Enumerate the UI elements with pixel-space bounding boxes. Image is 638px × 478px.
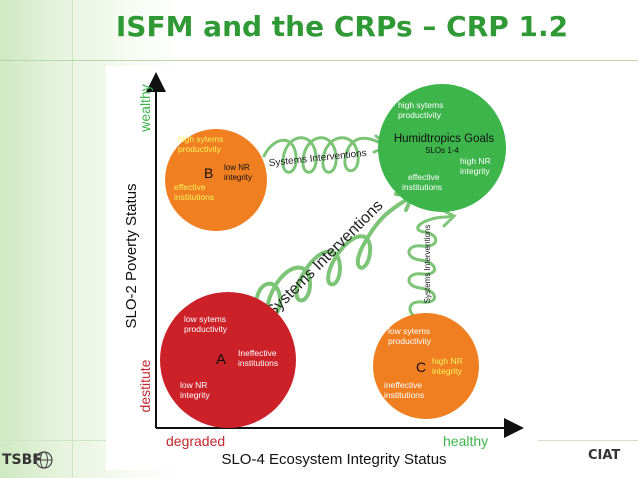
node-c-line6: institutions	[384, 390, 424, 400]
node-b-line5: effective	[174, 182, 206, 192]
y-axis-label: SLO-2 Poverty Status	[123, 183, 140, 328]
node-a-line1: low sytems	[184, 314, 226, 324]
x-axis-right-label: healthy	[443, 433, 488, 449]
node-a-letter: A	[216, 351, 226, 368]
node-c-letter: C	[416, 359, 426, 375]
node-a: low sytems productivity A Ineffective in…	[160, 292, 296, 428]
node-a-line4: institutions	[238, 358, 278, 368]
x-axis-label: SLO-4 Ecosystem Integrity Status	[221, 451, 446, 468]
goal-line6: institutions	[402, 182, 442, 192]
goal-line4: integrity	[460, 166, 491, 176]
node-a-line5: low NR	[180, 380, 207, 390]
goal-line5: effective	[408, 172, 440, 182]
node-b-letter: B	[204, 165, 213, 181]
node-c: low sytems productivity C high NR integr…	[373, 313, 479, 419]
goal-line3: high NR	[460, 156, 491, 166]
left-margin-rule	[72, 0, 73, 478]
top-arrow-label: Systems Interventions	[268, 148, 367, 169]
spiral-arrow-vertical	[407, 208, 457, 322]
node-a-line2: productivity	[184, 324, 228, 334]
goal-line1: high sytems	[398, 100, 443, 110]
node-b: high sytems productivity B low NR integr…	[165, 129, 267, 231]
node-c-line2: productivity	[388, 336, 432, 346]
globe-icon	[35, 451, 53, 469]
ciat-logo: CIAT	[588, 448, 621, 463]
node-b-line4: integrity	[224, 173, 252, 182]
node-a-line3: Ineffective	[238, 348, 277, 358]
node-c-line1: low sytems	[388, 326, 430, 336]
title-rule	[0, 60, 638, 61]
diagram-panel: SLO-2 Poverty Status wealthy destitute d…	[106, 66, 538, 470]
node-c-line3: high NR	[432, 356, 463, 366]
vertical-arrow-label: Systems Interventions	[423, 225, 432, 304]
node-b-line2: productivity	[178, 144, 222, 154]
slide-title: ISFM and the CRPs – CRP 1.2	[115, 10, 569, 43]
x-axis-left-label: degraded	[166, 433, 225, 449]
goal-line2: productivity	[398, 110, 442, 120]
goal-sub: SLOs 1-4	[425, 146, 459, 155]
node-b-line3: low NR	[224, 163, 250, 172]
node-b-line1: high sytems	[178, 134, 223, 144]
node-c-line5: ineffective	[384, 380, 422, 390]
node-c-line4: integrity	[432, 366, 463, 376]
node-b-line6: institutions	[174, 192, 214, 202]
node-humidtropics-goals: high sytems productivity Humidtropics Go…	[378, 84, 506, 212]
tsbf-logo: TSBF	[2, 452, 42, 468]
y-axis-top-label: wealthy	[137, 84, 153, 132]
goal-heading: Humidtropics Goals	[394, 133, 495, 145]
y-axis-bottom-label: destitute	[137, 359, 153, 412]
node-a-line6: integrity	[180, 390, 211, 400]
